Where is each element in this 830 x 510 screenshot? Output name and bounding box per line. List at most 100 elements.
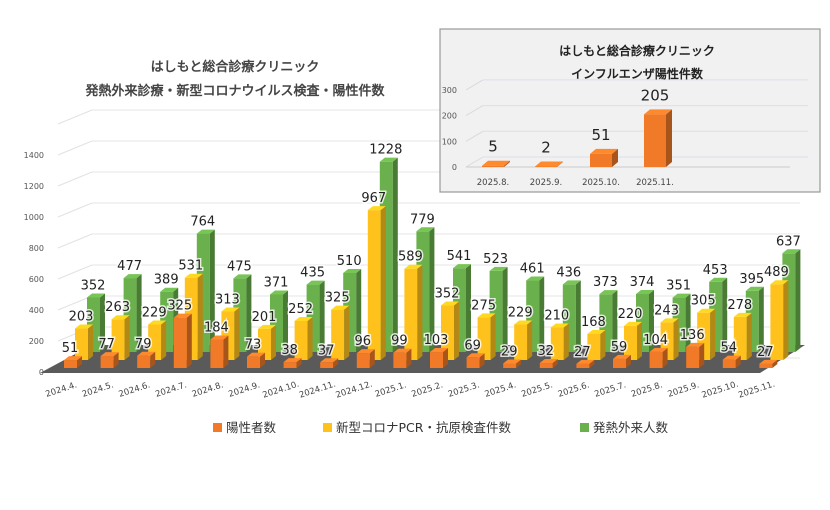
gridline-diagonal <box>57 109 93 125</box>
x-tick-label: 2025.5. <box>520 380 554 400</box>
bar-positive-top <box>320 358 339 363</box>
bar-fever-side <box>319 280 325 352</box>
bar-positive-top <box>503 359 522 364</box>
bar-positive-front <box>100 356 114 368</box>
data-label: 764 <box>190 215 215 230</box>
bar-fever-side <box>502 266 508 352</box>
bar-test-side <box>746 312 752 360</box>
gridline-diagonal <box>57 233 93 249</box>
influenza-inset-chart: 0 100 200 300 はしもと総合診療クリニック インフルエンザ陽性件数 5 20… <box>439 28 821 193</box>
bar-positive-front <box>686 346 700 368</box>
bar-fever-side <box>283 290 288 352</box>
inset-gridline-diagonal <box>465 130 484 142</box>
y-tick-label: 1200 <box>24 182 44 191</box>
data-label: 389 <box>154 273 179 288</box>
data-label: 325 <box>167 299 192 314</box>
bar-positive-top <box>576 359 595 364</box>
bar-positive <box>686 342 705 368</box>
bar-test <box>75 324 93 360</box>
inset-bars: 5 2025.8. 2 2025.9. 51 2025.10. 205 2025.11. <box>477 86 674 188</box>
data-label: 352 <box>435 286 460 301</box>
x-tick-label: 2025.6. <box>557 380 591 400</box>
gridline-diagonal <box>57 140 93 156</box>
bar-test-side <box>637 321 642 360</box>
bar-test-top <box>331 305 350 310</box>
bar-positive-top <box>722 355 741 360</box>
data-label: 1228 <box>369 143 402 158</box>
inset-bar-side <box>612 148 618 167</box>
data-label: 779 <box>410 212 435 227</box>
bar-positive-front <box>356 353 370 368</box>
bar-test-front <box>111 319 125 360</box>
inset-title-line-2: インフルエンザ陽性件数 <box>571 66 704 81</box>
inset-bar-side <box>557 161 563 167</box>
bar-positive-side <box>699 342 705 368</box>
bar-test-top <box>111 315 130 320</box>
bar-test-side <box>344 305 350 360</box>
bar-test-side <box>380 206 386 360</box>
data-label: 589 <box>398 250 423 265</box>
bar-positive-front <box>64 360 77 368</box>
x-axis-labels: 2024.4. 2024.5. 2024.6. 2024.7. 2024.8. 2024.… <box>44 379 776 400</box>
bar-positive <box>649 347 668 368</box>
bar-fever-top <box>453 264 471 269</box>
data-label: 510 <box>337 254 362 269</box>
legend-swatch <box>323 423 332 432</box>
data-label: 220 <box>618 307 643 322</box>
legend-swatch <box>213 423 222 432</box>
bar-fever-side <box>575 280 581 352</box>
bar-positive-top <box>137 351 156 356</box>
inset-bar-front <box>482 165 504 167</box>
bar-test-side <box>563 323 569 360</box>
bar-positive <box>393 348 412 368</box>
bar-fever-top <box>672 293 691 298</box>
data-label: 541 <box>447 249 472 264</box>
data-label: 37 <box>318 343 335 358</box>
bar-positive-top <box>539 359 558 364</box>
bar-positive-front <box>320 362 334 368</box>
data-label: 210 <box>544 308 569 323</box>
bar-positive <box>210 335 229 368</box>
x-tick-label: 2025.7. <box>593 380 627 400</box>
x-tick-label: 2024.6. <box>118 380 152 400</box>
bar-positive-front <box>137 355 151 368</box>
y-tick-label: 200 <box>29 337 44 346</box>
x-tick-label: 2025.8. <box>630 380 664 400</box>
bar-test-side <box>454 301 459 360</box>
bar-positive-front <box>649 351 663 368</box>
legend-label: 陽性者数 <box>226 420 277 435</box>
bar-positive-front <box>576 363 590 368</box>
bar-test-side <box>271 324 276 360</box>
bar-fever-top <box>709 277 728 282</box>
inset-title-line-1: はしもと総合診療クリニック <box>559 43 715 58</box>
inset-data-label: 51 <box>591 126 610 144</box>
bar-fever-side <box>466 264 471 352</box>
bar-test-front <box>514 324 528 360</box>
inset-gridline-diagonal <box>465 156 484 168</box>
bar-positive-front <box>503 363 517 368</box>
bar-fever-top <box>782 249 801 254</box>
bar-positive-side <box>735 355 741 368</box>
bar-test-top <box>477 313 496 318</box>
data-label: 967 <box>361 191 386 206</box>
x-tick-label: 2024.4. <box>44 380 78 400</box>
bar-test-front <box>367 210 381 360</box>
bar-fever-top <box>270 290 288 295</box>
bar-test-top <box>697 308 716 313</box>
inset-y-tick-label: 100 <box>442 137 457 146</box>
data-label: 32 <box>538 344 555 359</box>
bar-fever-side <box>356 268 362 352</box>
inset-y-tick-label: 300 <box>442 86 457 95</box>
gridline-diagonal <box>57 202 93 218</box>
bar-test <box>514 320 533 360</box>
bar-test-front <box>148 324 162 360</box>
data-label: 27 <box>574 345 591 360</box>
bar-positive <box>466 353 485 368</box>
data-label: 73 <box>245 338 262 353</box>
bar-positive-front <box>173 317 187 368</box>
bar-test <box>441 301 459 360</box>
data-label: 461 <box>520 262 545 277</box>
x-tick-label: 2025.4. <box>484 380 518 400</box>
bar-positive-top <box>210 335 229 340</box>
y-tick-label: 600 <box>29 275 44 284</box>
